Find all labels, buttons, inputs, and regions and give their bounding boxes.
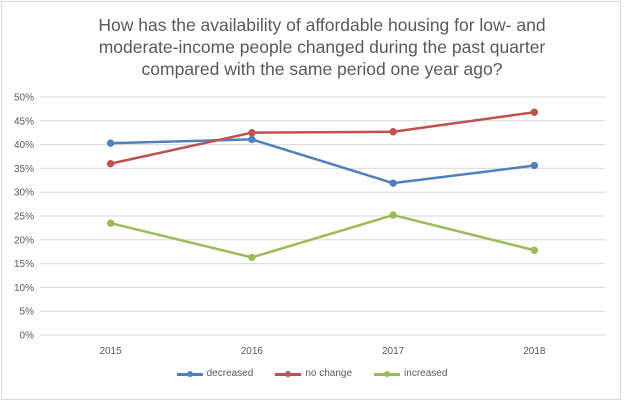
- y-tick-label: 35%: [14, 164, 34, 175]
- y-tick-label: 10%: [14, 283, 34, 294]
- legend-swatch: [275, 369, 302, 379]
- data-point: [389, 128, 397, 136]
- x-tick-label: 2018: [523, 346, 546, 357]
- x-tick-label: 2016: [241, 346, 264, 357]
- y-tick-label: 15%: [14, 259, 34, 270]
- title-line-1: How has the availability of affordable h…: [98, 15, 546, 35]
- legend-swatch-dot: [285, 370, 292, 377]
- legend-swatch: [374, 369, 401, 379]
- y-tick-label: 30%: [14, 188, 34, 199]
- y-tick-label: 45%: [14, 116, 34, 127]
- chart-title: How has the availability of affordable h…: [42, 14, 602, 80]
- legend-label: decreased: [206, 368, 254, 379]
- series-line-0: [109, 138, 536, 185]
- y-tick-label: 40%: [14, 140, 34, 151]
- y-tick-label: 50%: [14, 93, 34, 104]
- data-point: [106, 219, 115, 227]
- legend-swatch-dot: [186, 370, 193, 377]
- data-point: [248, 253, 256, 262]
- legend: decreased no change increased: [0, 368, 624, 379]
- legend-item-0: decreased: [176, 368, 254, 379]
- data-point: [389, 179, 397, 187]
- legend-label: no change: [305, 368, 353, 379]
- data-point: [389, 211, 397, 219]
- legend-item-1: no change: [275, 368, 352, 379]
- y-tick-label: 25%: [14, 212, 34, 223]
- data-point: [106, 139, 115, 147]
- data-point: [106, 159, 115, 168]
- title-line-3: compared with the same period one year a…: [141, 59, 503, 79]
- data-point: [248, 129, 256, 137]
- legend-label: increased: [404, 368, 448, 379]
- data-point: [530, 161, 539, 170]
- legend-item-2: increased: [374, 368, 447, 379]
- y-tick-label: 5%: [20, 307, 35, 318]
- data-point: [530, 246, 539, 254]
- legend-swatch-dot: [384, 370, 391, 377]
- series-line-1: [109, 110, 536, 165]
- y-tick-label: 20%: [14, 235, 34, 246]
- y-tick-label: 0%: [20, 331, 35, 342]
- data-point: [248, 135, 256, 144]
- x-tick-label: 2017: [382, 346, 405, 357]
- data-point: [530, 108, 539, 116]
- title-line-2: moderate-income people changed during th…: [98, 37, 546, 57]
- series-line-2: [109, 213, 536, 259]
- x-tick-label: 2015: [100, 346, 123, 357]
- legend-swatch: [176, 369, 203, 379]
